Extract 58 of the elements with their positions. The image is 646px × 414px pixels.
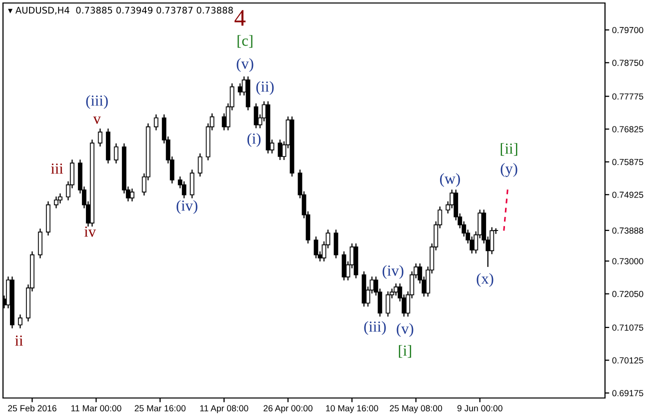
candlestick (54, 196, 58, 209)
x-tick-label: 10 May 16:00 (326, 405, 378, 414)
candlestick (130, 188, 134, 202)
annotation: (iv) (382, 265, 404, 279)
candlestick (254, 102, 258, 129)
candlestick (182, 180, 186, 199)
annotation: [c] (238, 35, 252, 48)
annotation: (iii) (364, 321, 386, 335)
annotation: (y) (500, 163, 518, 177)
candlestick (18, 314, 22, 329)
y-tick-label: 0.73888 (612, 227, 644, 234)
candlestick (190, 169, 194, 199)
x-tick-label: 25 May 08:00 (390, 405, 442, 414)
annotation: (i) (247, 133, 261, 147)
candlestick (278, 139, 282, 161)
candlestick (386, 290, 390, 318)
candlestick (342, 250, 346, 281)
annotation: (x) (476, 273, 494, 287)
candlestick (98, 128, 102, 148)
y-tick-label: 0.73000 (612, 258, 644, 264)
annotation: (w) (440, 173, 460, 187)
x-tick-label: 11 Mar 00:00 (71, 405, 122, 412)
y-tick-label: 0.79700 (612, 26, 644, 34)
annotation: iv (84, 226, 96, 237)
annotation: (iii) (86, 95, 108, 109)
annotation: [i] (398, 345, 412, 358)
annotation: ii (15, 336, 23, 346)
annotation: iii (50, 164, 64, 174)
x-tick-label: 9 Jun 00:00 (457, 405, 502, 412)
x-tick-label: 26 Apr 00:00 (264, 405, 312, 414)
candlestick (198, 152, 202, 178)
annotation: 4 (234, 10, 246, 26)
y-tick-label: 0.70125 (612, 357, 644, 364)
annotation: v (93, 116, 101, 124)
x-tick-label: 25 Feb 2016 (8, 404, 56, 412)
x-tick-label: 25 Mar 16:00 (134, 405, 186, 412)
y-tick-label: 0.74925 (612, 192, 644, 198)
annotation: (iv) (176, 200, 198, 214)
candlestick (238, 82, 242, 96)
candlestick (38, 228, 42, 259)
y-tick-label: 0.71075 (612, 324, 644, 331)
y-tick-label: 0.69175 (612, 390, 644, 396)
annotation: (ii) (256, 81, 274, 95)
y-tick-label: 0.72050 (612, 290, 644, 298)
y-tick-label: 0.75875 (612, 158, 644, 166)
x-tick-label: 11 Apr 08:00 (200, 405, 248, 414)
chart-title: ▾ AUDUSD,H4 0.73885 0.73949 0.73787 0.73888 (8, 6, 233, 15)
y-tick-label: 0.78750 (612, 60, 644, 66)
candlestick (114, 142, 118, 164)
y-tick-label: 0.77775 (612, 93, 644, 100)
candlestick (334, 229, 338, 259)
candlestick (394, 282, 398, 296)
annotation: [ii] (500, 143, 518, 156)
candlestick (154, 114, 158, 131)
annotation: (v) (396, 323, 414, 337)
candlestick (314, 236, 318, 259)
annotation: (v) (236, 58, 254, 72)
y-tick-label: 0.76825 (612, 126, 644, 132)
